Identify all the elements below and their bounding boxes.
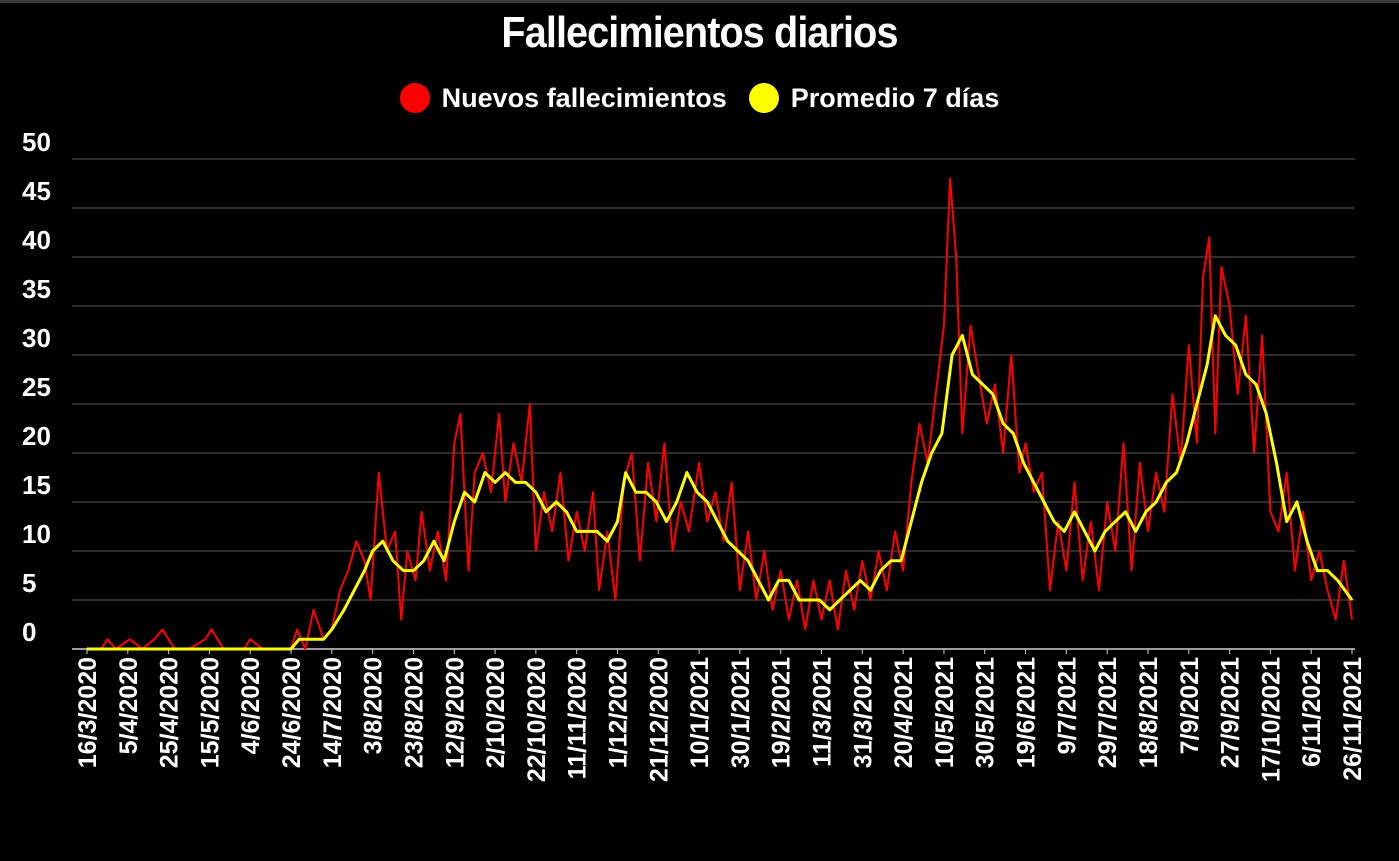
y-tick-label: 20 xyxy=(22,421,51,451)
legend: Nuevos fallecimientos Promedio 7 días xyxy=(0,80,1399,116)
x-tick-label: 10/5/2021 xyxy=(931,657,959,768)
x-tick-label: 25/4/2020 xyxy=(156,657,184,768)
y-tick-label: 0 xyxy=(22,617,36,647)
legend-marker-yellow xyxy=(748,83,779,113)
x-tick-label: 22/10/2020 xyxy=(523,657,551,782)
x-tick-label: 31/3/2021 xyxy=(849,657,877,768)
y-tick-label: 25 xyxy=(22,372,51,402)
x-tick-label: 11/11/2020 xyxy=(564,657,592,779)
x-tick-label: 14/7/2020 xyxy=(319,657,347,768)
x-tick-label: 19/6/2021 xyxy=(1013,657,1041,768)
y-tick-label: 50 xyxy=(22,127,51,157)
x-tick-label: 9/7/2021 xyxy=(1053,657,1081,754)
legend-item-average: Promedio 7 días xyxy=(748,82,1000,114)
x-tick-label: 3/8/2020 xyxy=(360,657,388,754)
x-tick-label: 27/9/2021 xyxy=(1217,657,1245,768)
x-tick-label: 26/11/2021 xyxy=(1339,657,1367,781)
series-line-7-day-average xyxy=(87,314,1354,651)
series-line-daily-deaths xyxy=(87,177,1353,650)
x-tick-label: 4/6/2020 xyxy=(237,657,265,754)
y-tick-label: 10 xyxy=(22,519,51,549)
y-tick-label: 45 xyxy=(22,176,51,206)
x-tick-label: 7/9/2021 xyxy=(1176,657,1204,754)
x-tick-label: 30/5/2021 xyxy=(972,657,1000,768)
y-tick-label: 5 xyxy=(22,568,36,598)
x-tick-label: 1/12/2020 xyxy=(604,657,632,768)
x-tick-label: 16/3/2020 xyxy=(74,657,102,768)
x-tick-label: 29/7/2021 xyxy=(1094,657,1122,768)
legend-item-daily: Nuevos fallecimientos xyxy=(399,82,727,114)
x-tick-label: 21/12/2020 xyxy=(645,657,673,782)
x-tick-label: 12/9/2020 xyxy=(441,657,469,768)
x-tick-label: 18/8/2021 xyxy=(1135,657,1163,768)
top-border xyxy=(0,0,1399,3)
x-tick-label: 17/10/2021 xyxy=(1257,657,1285,782)
x-tick-label: 23/8/2020 xyxy=(400,657,428,768)
x-tick-label: 10/1/2021 xyxy=(686,657,714,768)
x-tick-label: 15/5/2020 xyxy=(196,657,224,768)
x-tick-label: 2/10/2020 xyxy=(482,657,510,768)
x-tick-label: 6/11/2021 xyxy=(1298,657,1326,767)
y-tick-label: 30 xyxy=(22,323,51,353)
legend-marker-red xyxy=(399,83,430,113)
x-tick-label: 20/4/2021 xyxy=(890,657,918,768)
x-tick-label: 11/3/2021 xyxy=(809,657,837,767)
y-tick-label: 40 xyxy=(22,225,51,255)
x-tick-label: 5/4/2020 xyxy=(115,657,143,754)
y-tick-label: 15 xyxy=(22,470,51,500)
x-tick-label: 30/1/2021 xyxy=(727,657,755,768)
x-tick-label: 19/2/2021 xyxy=(768,657,796,768)
y-tick-label: 35 xyxy=(22,274,51,304)
legend-label-daily: Nuevos fallecimientos xyxy=(441,82,727,113)
legend-label-average: Promedio 7 días xyxy=(790,82,1000,113)
x-tick-label: 24/6/2020 xyxy=(278,657,306,768)
chart-title: Fallecimientos diarios xyxy=(501,8,898,57)
